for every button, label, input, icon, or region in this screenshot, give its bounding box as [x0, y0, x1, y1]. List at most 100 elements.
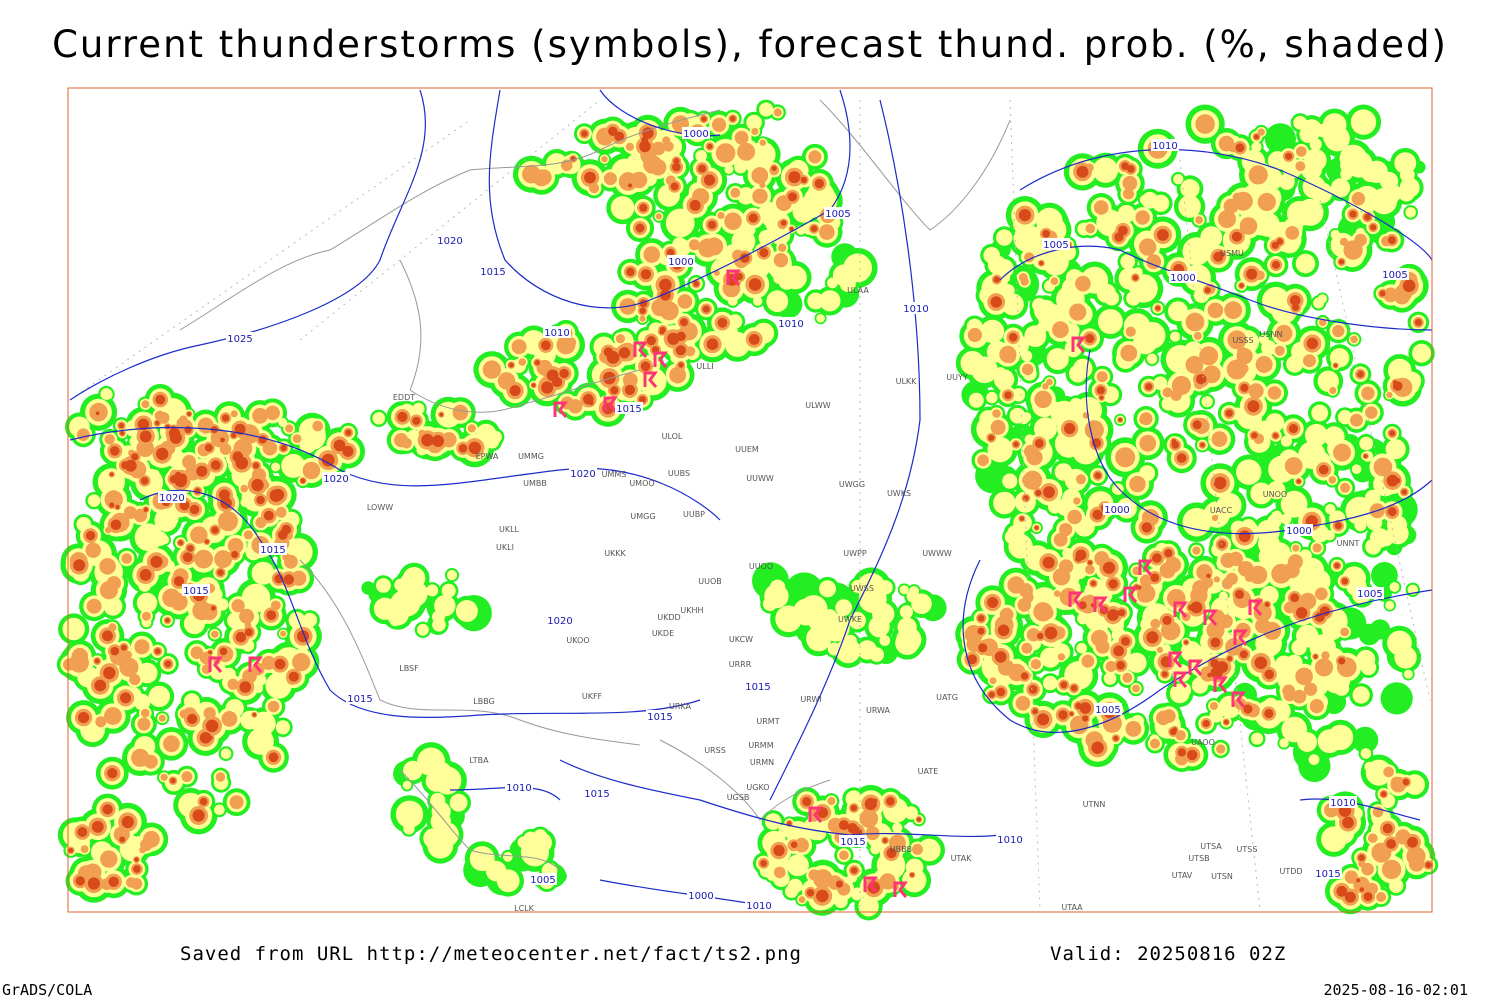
shading-cell: [1340, 482, 1351, 493]
shading-cell: [1025, 326, 1040, 341]
shading-cell: [1164, 617, 1170, 624]
shading-cell: [196, 465, 208, 477]
shading-cell: [627, 183, 633, 188]
shading-cell: [164, 660, 172, 668]
shading-cell: [137, 717, 151, 731]
shading-cell: [269, 489, 283, 502]
shading-cell: [209, 663, 227, 680]
shading-cell: [1028, 685, 1038, 694]
shading-cell: [231, 550, 239, 559]
shading-cell: [848, 611, 866, 630]
shading-cell: [1201, 396, 1213, 408]
shading-cell: [1207, 672, 1212, 678]
shading-cell: [1314, 658, 1334, 677]
shading-cell: [916, 817, 922, 822]
shading-cell: [1150, 618, 1161, 629]
shading-cell: [1170, 331, 1181, 342]
shading-cell: [899, 605, 914, 619]
shading-cell: [583, 394, 594, 405]
shading-cell: [977, 627, 985, 635]
shading-cell: [1298, 557, 1325, 584]
shading-cell: [752, 188, 768, 204]
shading-cell: [646, 336, 656, 346]
shading-cell: [778, 243, 787, 252]
shading-cell: [192, 809, 205, 822]
shading-cell: [509, 385, 521, 397]
shading-cell: [103, 666, 116, 680]
shading-cell: [1264, 602, 1270, 607]
shading-cell: [118, 422, 125, 429]
shading-cell: [1146, 353, 1158, 365]
shading-cell: [401, 437, 412, 449]
shading-cell: [1361, 862, 1374, 876]
shading-cell: [610, 196, 635, 220]
shading-cell: [1285, 226, 1300, 240]
shading-cell: [154, 410, 165, 421]
shading-cell: [783, 265, 807, 290]
shading-cell: [999, 345, 1017, 363]
shading-cell: [625, 142, 635, 151]
shading-cell: [771, 165, 777, 171]
shading-cell: [123, 506, 137, 520]
shading-cell: [1318, 464, 1329, 475]
shading-cell: [1011, 388, 1026, 402]
shading-cell: [1365, 160, 1388, 183]
shading-cell: [1271, 563, 1292, 584]
shading-cell: [1380, 791, 1387, 797]
shading-cell: [1042, 229, 1050, 238]
shading-cell: [1001, 293, 1024, 316]
shading-cell: [790, 841, 798, 848]
shading-cell: [1311, 404, 1329, 422]
shading-cell: [651, 298, 670, 317]
shading-cell: [1280, 490, 1308, 518]
shading-cell: [1096, 283, 1116, 303]
shading-cell: [277, 530, 288, 540]
shading-cell: [798, 896, 806, 903]
station-label: UKCW: [729, 635, 753, 644]
shading-cell: [1182, 507, 1212, 537]
shading-cell: [1007, 524, 1025, 543]
shading-cell: [870, 844, 881, 855]
shading-cell: [229, 795, 244, 810]
shading-cell: [1264, 669, 1274, 680]
shading-cell: [737, 187, 755, 205]
shading-cell: [581, 130, 588, 137]
shading-cell: [1036, 207, 1063, 235]
shading-cell: [241, 583, 271, 613]
shading-cell: [748, 278, 762, 291]
shading-cell: [1385, 439, 1406, 460]
shading-cell: [1368, 833, 1378, 843]
station-label: ULOL: [662, 432, 683, 441]
shading-cell: [402, 780, 412, 790]
shading-cell: [641, 136, 649, 144]
shading-cell: [158, 714, 166, 722]
shading-cell: [635, 223, 645, 233]
shading-cell: [839, 850, 849, 860]
shading-cell: [1127, 165, 1135, 173]
station-label: UMMG: [518, 452, 544, 461]
shading-cell: [392, 588, 421, 617]
shading-cell: [68, 848, 74, 853]
shading-cell: [1412, 343, 1432, 363]
shading-cell: [1114, 232, 1124, 242]
shading-cell: [1376, 892, 1387, 902]
station-label: URMN: [750, 758, 774, 767]
shading-cell: [218, 511, 238, 532]
shading-cell: [285, 424, 294, 433]
shading-cell: [1125, 721, 1142, 737]
shading-cell: [397, 411, 408, 422]
shading-cell: [1085, 333, 1095, 343]
isobar-label: 1000: [688, 891, 713, 902]
shading-cell: [978, 643, 988, 653]
shading-cell: [1251, 141, 1262, 153]
station-label: UNOO: [1263, 490, 1287, 499]
station-label: UWWW: [922, 549, 952, 558]
station-label: UTAA: [1061, 903, 1083, 912]
shading-cell: [1176, 453, 1187, 463]
shading-cell: [1108, 579, 1118, 589]
shading-cell: [129, 673, 141, 686]
station-label: UUBS: [668, 469, 690, 478]
shading-cell: [816, 314, 825, 323]
shading-cell: [115, 504, 120, 510]
shading-cell: [838, 820, 849, 831]
